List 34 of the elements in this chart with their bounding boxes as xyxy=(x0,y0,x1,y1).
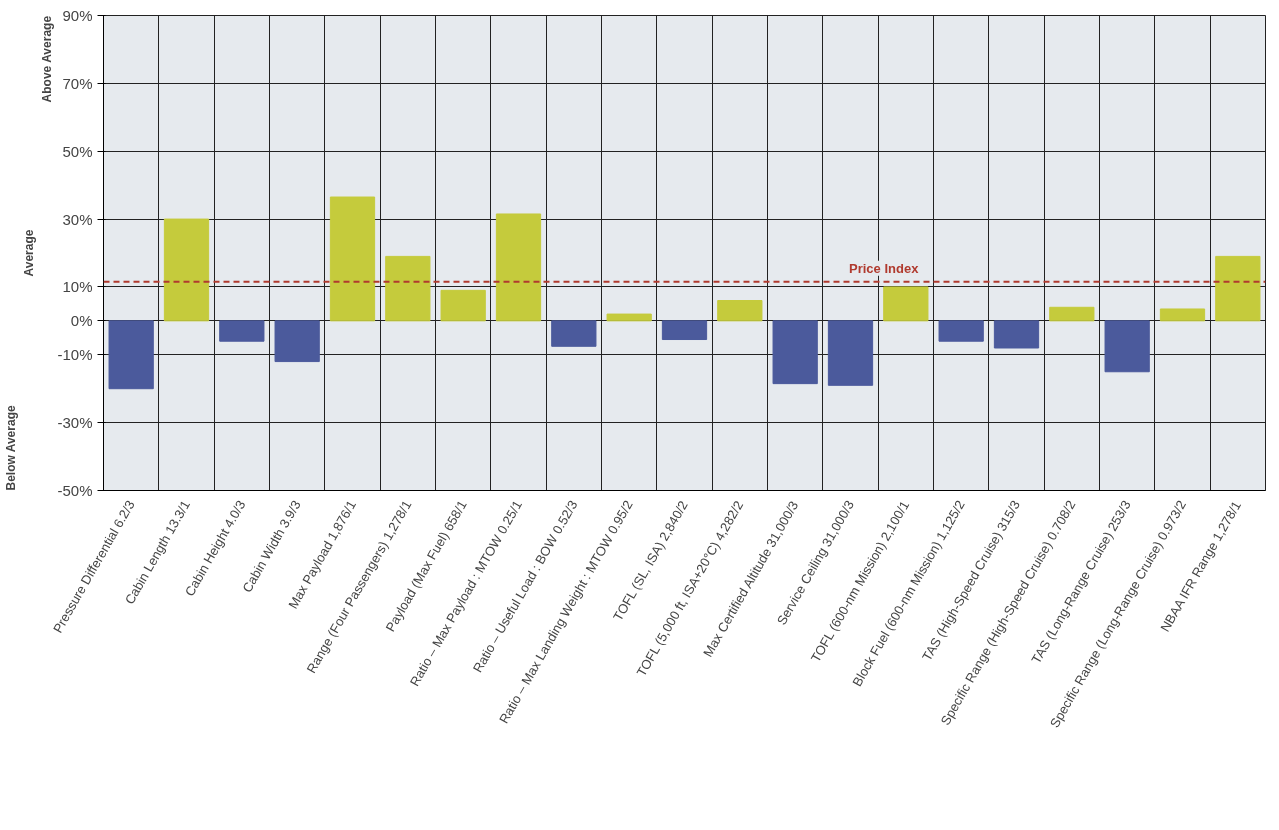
y-tick-label: -30% xyxy=(57,414,93,432)
bar xyxy=(1159,308,1206,322)
bar xyxy=(1049,306,1095,322)
bar xyxy=(883,286,929,322)
bar xyxy=(274,320,320,363)
y-tick-label: 10% xyxy=(62,278,93,296)
bar xyxy=(1104,320,1150,373)
bar xyxy=(938,320,984,342)
bar xyxy=(108,320,154,390)
bar xyxy=(551,320,597,347)
bar xyxy=(606,313,652,322)
bar xyxy=(495,213,542,322)
bar xyxy=(772,320,818,385)
y-tick-label: 70% xyxy=(62,74,93,92)
bar xyxy=(827,320,874,386)
bar xyxy=(385,255,431,322)
y-tick-label: -50% xyxy=(57,482,93,499)
y-tick-label: 50% xyxy=(62,142,93,160)
bar xyxy=(219,320,265,342)
y-tick-label: 30% xyxy=(62,210,93,228)
bar xyxy=(163,218,210,322)
bar xyxy=(661,320,708,341)
text: Below Average xyxy=(3,405,18,491)
text: Average xyxy=(21,229,36,277)
bar xyxy=(329,196,376,322)
text: Above Average xyxy=(39,15,54,103)
y-tick-label: -10% xyxy=(57,346,93,364)
bar xyxy=(1215,255,1261,322)
y-tick-label: 90% xyxy=(62,7,93,24)
bar xyxy=(717,300,763,322)
y-tick-label: 0% xyxy=(70,312,93,330)
bar xyxy=(993,320,1040,349)
ref-line-label: Price Index xyxy=(849,260,920,276)
bar xyxy=(440,289,486,322)
